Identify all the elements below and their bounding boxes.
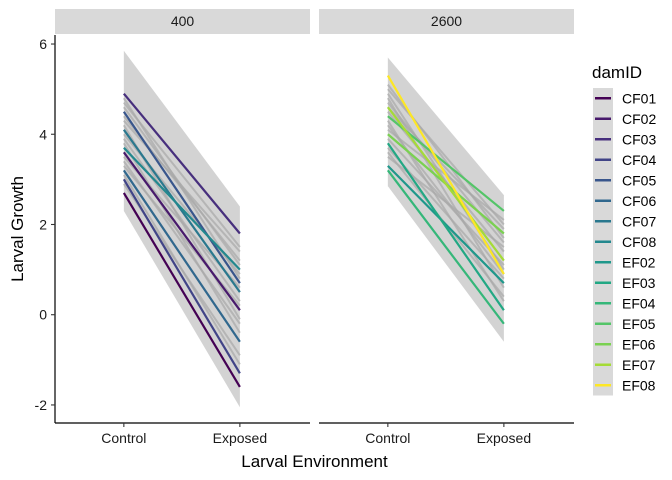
panel-2600: 2600 Control Exposed: [319, 9, 574, 446]
x-tick-label: Control: [101, 430, 146, 446]
x-tick-label: Control: [365, 430, 410, 446]
legend-label-cf04: CF04: [622, 152, 656, 168]
x-axis-title: Larval Environment: [241, 452, 388, 471]
series-line-cf01: [122, 192, 241, 388]
individual-line: [387, 106, 505, 230]
legend-label-cf05: CF05: [622, 172, 656, 188]
legend-label-ef04: EF04: [622, 295, 656, 311]
y-tick-label: 0: [39, 307, 47, 323]
series-line-cf05: [122, 111, 241, 284]
legend-label-cf03: CF03: [622, 131, 656, 147]
series-line-cf07: [122, 129, 241, 293]
series-line-cf04: [122, 178, 241, 374]
series-line-cf03: [123, 92, 241, 235]
series-line-cf02: [122, 151, 241, 311]
individual-line: [122, 142, 241, 334]
series-line-ef03: [386, 142, 505, 311]
legend-title: damID: [592, 63, 642, 82]
legend-label-ef06: EF06: [622, 336, 656, 352]
legend-label-cf07: CF07: [622, 213, 656, 229]
legend-label-ef05: EF05: [622, 316, 656, 332]
legend-label-ef08: EF08: [622, 377, 656, 393]
facet-strip: [319, 9, 574, 34]
individual-line: [123, 138, 241, 302]
legend-label-ef07: EF07: [622, 357, 656, 373]
y-axis: -2 0 2 4 6: [35, 35, 56, 423]
facet-strip: [55, 9, 310, 34]
legend-label-cf06: CF06: [622, 193, 656, 209]
y-axis-title: Larval Growth: [8, 176, 27, 282]
series-line-cf06: [122, 169, 241, 343]
legend-label-cf01: CF01: [622, 90, 656, 106]
legend-label-ef03: EF03: [622, 275, 656, 291]
individual-line: [387, 102, 505, 244]
legend-label-cf08: CF08: [622, 234, 656, 250]
x-tick-label: Exposed: [477, 430, 531, 446]
y-tick-label: 6: [39, 36, 47, 52]
legend-label-cf02: CF02: [622, 111, 656, 127]
facet-strip-label: 400: [171, 13, 195, 29]
series-line-ef08: [386, 75, 505, 275]
x-tick-label: Exposed: [213, 430, 267, 446]
y-tick-label: 4: [39, 126, 47, 142]
confidence-band: [123, 50, 240, 408]
y-tick-label: 2: [39, 216, 47, 232]
series-line-ef04: [386, 169, 505, 325]
legend-label-ef02: EF02: [622, 254, 656, 270]
y-tick-label: -2: [35, 397, 48, 413]
legend: damID CF01 CF02 CF03 CF04 CF05 CF06 CF07 CF08 EF0…: [592, 63, 656, 396]
individual-line: [123, 120, 241, 253]
series-line-cf08: [123, 147, 241, 271]
series-line-ef02: [387, 165, 505, 284]
series-line-ef07: [386, 106, 505, 262]
individual-line: [122, 174, 241, 365]
facet-strip-label: 2600: [431, 13, 462, 29]
panel-400: 400 Control Exposed: [55, 9, 310, 446]
